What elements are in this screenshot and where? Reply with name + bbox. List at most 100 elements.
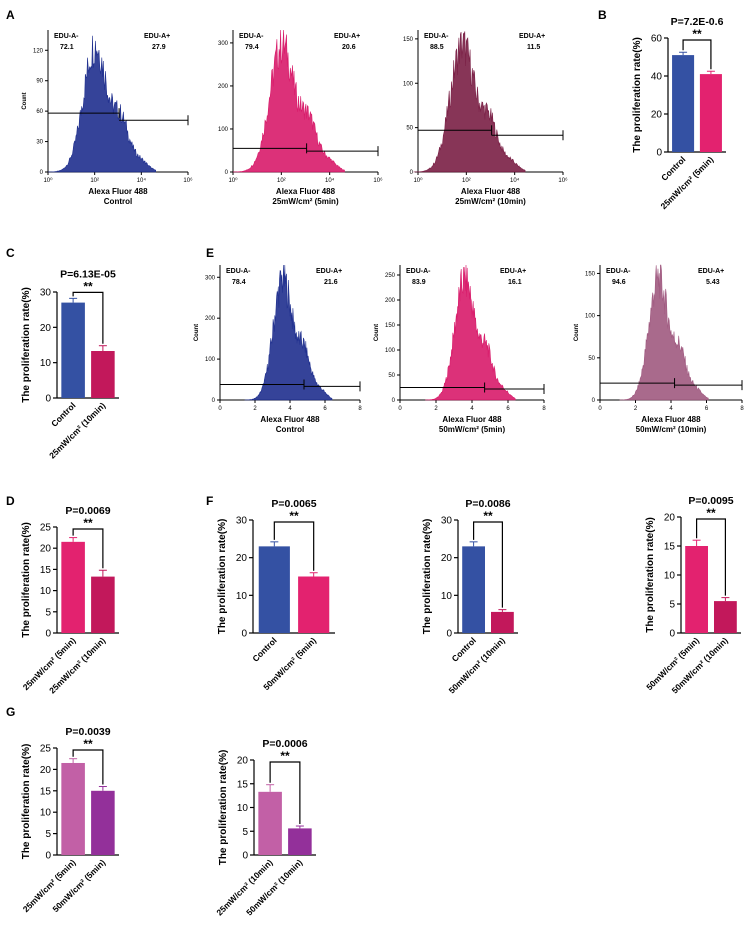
- x-tick-label: 2: [253, 406, 257, 412]
- panel-label-g: G: [6, 705, 15, 719]
- y-tick-label: 5: [45, 829, 51, 840]
- y-tick-label: 0: [592, 398, 596, 404]
- edu-negative-value: 72.1: [60, 44, 74, 51]
- edu-positive-value: 16.1: [508, 279, 522, 286]
- x-tick-label: 6: [705, 406, 709, 412]
- p-value-title: P=7.2E-0.6: [671, 16, 724, 28]
- x-tick-label: 4: [470, 406, 474, 412]
- x-axis-label: Alexa Fluor 488: [641, 415, 701, 424]
- x-axis-label: Alexa Fluor 488: [260, 415, 320, 424]
- y-tick-label: 20: [236, 553, 248, 564]
- bar-1: [61, 762, 85, 855]
- x-tick-label: 10⁴: [510, 177, 520, 184]
- y-tick-label: 200: [205, 316, 216, 322]
- bar-2: [699, 74, 722, 152]
- y-tick-label: 30: [36, 140, 43, 146]
- histogram-a1: 0 30 60 90 120 10⁰ 10² 10⁴ 10⁶ EDU-A- 72.1 EDU-A+ 27…: [22, 30, 193, 206]
- edu-positive-value: 20.6: [342, 44, 356, 51]
- edu-negative-value: 88.5: [430, 44, 444, 51]
- p-value-title: P=6.13E-05: [60, 268, 116, 280]
- y-axis-label: The proliferation rate(%): [645, 517, 656, 633]
- y-axis-label: The proliferation rate(%): [218, 750, 229, 866]
- y-tick-label: 10: [664, 571, 676, 582]
- y-tick-label: 0: [410, 170, 414, 176]
- edu-negative-label: EDU-A-: [406, 268, 431, 275]
- y-tick-label: 300: [218, 41, 229, 47]
- edu-negative-label: EDU-A-: [606, 268, 631, 275]
- x-tick-label: 10⁰: [228, 177, 238, 184]
- p-value-title: P=0.0069: [65, 505, 110, 517]
- y-axis-label: The proliferation rate(%): [422, 519, 433, 635]
- y-tick-label: 150: [403, 37, 414, 43]
- bar-1: [685, 546, 708, 633]
- y-tick-label: 20: [664, 513, 676, 524]
- y-axis-label: The proliferation rate(%): [21, 522, 32, 638]
- x-tick-label: 6: [323, 406, 327, 412]
- y-tick-label: 20: [651, 110, 663, 121]
- category-label-2: 25mW/cm² (10min): [47, 400, 107, 460]
- condition-label: Control: [104, 197, 132, 206]
- significance-stars: **: [83, 737, 93, 751]
- y-axis-label: The proliferation rate(%): [632, 37, 643, 153]
- edu-positive-value: 5.43: [706, 279, 720, 286]
- condition-label: 25mW/cm² (5min): [272, 197, 339, 206]
- bar-2: [714, 601, 737, 633]
- y-tick-label: 60: [36, 109, 43, 115]
- edu-positive-value: 27.9: [152, 44, 166, 51]
- category-label-1: 50mW/cm² (5min): [644, 635, 701, 692]
- edu-negative-label: EDU-A-: [424, 33, 449, 40]
- bar-1: [462, 546, 485, 633]
- y-tick-label: 15: [664, 542, 676, 553]
- category-label-1: Control: [49, 400, 77, 428]
- p-value-title: P=0.0006: [262, 738, 307, 750]
- x-tick-label: 2: [434, 406, 438, 412]
- edu-negative-label: EDU-A-: [239, 33, 264, 40]
- y-tick-label: 50: [406, 126, 413, 132]
- category-label-2: 50mW/cm² (5min): [50, 857, 107, 914]
- significance-stars: **: [83, 279, 93, 293]
- significance-stars: **: [289, 509, 299, 523]
- panel-label-b: B: [598, 8, 607, 22]
- significance-bracket: [72, 528, 104, 569]
- bar-2: [288, 828, 312, 855]
- edu-positive-label: EDU-A+: [698, 268, 724, 275]
- x-tick-label: 4: [669, 406, 673, 412]
- condition-label: 50mW/cm² (10min): [636, 425, 707, 434]
- significance-bracket: [682, 39, 712, 70]
- panel-label-f: F: [206, 494, 213, 508]
- bar-chart-f3: 0 5 10 15 20 50mW/cm² (5min)50mW/cm² (10min) *…: [644, 495, 741, 696]
- y-tick-label: 25: [40, 744, 52, 755]
- edu-negative-value: 79.4: [245, 44, 259, 51]
- x-tick-label: 8: [542, 406, 546, 412]
- y-tick-label: 0: [242, 851, 248, 862]
- x-axis-label: Alexa Fluor 488: [461, 187, 521, 196]
- y-tick-label: 10: [40, 586, 52, 597]
- y-tick-label: 150: [385, 323, 396, 329]
- x-tick-label: 10²: [277, 178, 286, 184]
- y-axis-label: The proliferation rate(%): [217, 519, 228, 635]
- x-tick-label: 10⁴: [137, 177, 147, 184]
- x-axis-label: Alexa Fluor 488: [88, 187, 148, 196]
- category-label-2: 25mW/cm² (5min): [659, 154, 716, 211]
- significance-bracket: [473, 521, 503, 608]
- y-tick-label: 60: [651, 34, 663, 45]
- panel-label-a: A: [6, 8, 15, 22]
- significance-bracket: [72, 291, 104, 344]
- edu-negative-label: EDU-A-: [226, 268, 251, 275]
- significance-bracket: [273, 521, 315, 571]
- x-tick-label: 6: [506, 406, 510, 412]
- bar-1: [258, 791, 282, 855]
- y-tick-label: 0: [241, 629, 247, 640]
- x-tick-label: 0: [398, 406, 402, 412]
- p-value-title: P=0.0039: [65, 726, 110, 738]
- x-tick-label: 10⁶: [183, 177, 193, 184]
- bar-1: [61, 541, 85, 633]
- panel-label-c: C: [6, 246, 15, 260]
- category-label-1: 25mW/cm² (5min): [21, 857, 78, 914]
- edu-positive-value: 11.5: [527, 44, 540, 51]
- y-tick-label: 200: [218, 84, 229, 90]
- y-tick-label: 10: [237, 803, 249, 814]
- histogram-a3: 0 50 100 150 10⁰ 10² 10⁴ 10⁶ EDU-A- 88.5 EDU-A+ 11.…: [403, 30, 568, 206]
